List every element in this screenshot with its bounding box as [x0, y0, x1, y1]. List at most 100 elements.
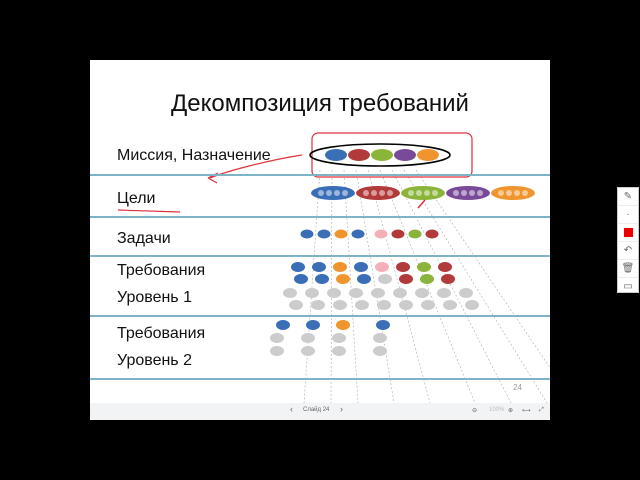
- divider: [90, 174, 550, 176]
- goal-subitem: [477, 190, 483, 196]
- req1-item: [294, 274, 308, 284]
- req2-item: [301, 333, 315, 343]
- connector-line: [303, 169, 321, 403]
- label-req1: Требования: [117, 262, 206, 279]
- slide-title: Декомпозиция требований: [171, 90, 469, 117]
- label-goals: Цели: [117, 190, 156, 207]
- annotation-underline: [117, 209, 181, 213]
- fit-width-icon[interactable]: ⟷: [522, 408, 531, 414]
- req2-item: [332, 346, 346, 356]
- connector-line: [379, 169, 476, 403]
- req1-item: [315, 274, 329, 284]
- task-item: [299, 228, 315, 240]
- next-slide-button[interactable]: ›: [340, 404, 343, 414]
- req2-item: [270, 333, 284, 343]
- label-mission: Миссия, Назначение: [117, 147, 271, 164]
- goal-subitem: [453, 190, 459, 196]
- annotation-toolbar: ✎ · ↶ 🗑 ▭: [617, 187, 639, 293]
- req1-item: [312, 262, 326, 272]
- zoom-out-icon[interactable]: ⊖: [472, 408, 478, 414]
- req1-item: [393, 288, 407, 298]
- zoom-in-icon[interactable]: ⊕: [508, 408, 514, 414]
- pen-icon[interactable]: ✎: [618, 188, 638, 206]
- req2-item: [373, 346, 387, 356]
- req2-item: [276, 320, 290, 330]
- divider: [90, 378, 550, 380]
- req1-item: [420, 274, 434, 284]
- task-item: [316, 228, 332, 240]
- mission-item: [371, 149, 393, 161]
- task-item: [373, 228, 389, 240]
- req2-item: [270, 346, 284, 356]
- connector-line: [330, 169, 333, 403]
- req1-item: [349, 288, 363, 298]
- req1-item: [305, 288, 319, 298]
- connector-line: [343, 169, 359, 403]
- req1-item: [333, 300, 347, 310]
- goal-subitem: [371, 190, 377, 196]
- label-level2: Уровень 2: [117, 352, 192, 369]
- whiteboard-icon[interactable]: ▭: [623, 281, 633, 292]
- goal-subitem: [363, 190, 369, 196]
- mission-item: [348, 149, 370, 161]
- mission-item: [417, 149, 439, 161]
- goal-subitem: [408, 190, 414, 196]
- prev-slide-button[interactable]: ‹: [290, 404, 293, 414]
- undo-icon[interactable]: ↶: [618, 242, 638, 260]
- goal-item: [401, 186, 445, 200]
- req1-item: [336, 274, 350, 284]
- goal-subitem: [514, 190, 520, 196]
- req1-item: [354, 262, 368, 272]
- goal-subitem: [342, 190, 348, 196]
- req1-item: [415, 288, 429, 298]
- viewer-toolbar: ‹ Слайд 24 › ⊖ 100% ⊕ ⟷ ⤢: [90, 403, 550, 420]
- task-item: [407, 228, 423, 240]
- task-item: [424, 228, 440, 240]
- trash-icon[interactable]: 🗑: [618, 260, 638, 278]
- connector-line: [367, 169, 431, 403]
- req1-item: [421, 300, 435, 310]
- color-icon[interactable]: [618, 224, 638, 242]
- goal-subitem: [387, 190, 393, 196]
- req1-item: [357, 274, 371, 284]
- goal-item: [446, 186, 490, 200]
- fullscreen-icon[interactable]: ⤢: [539, 407, 544, 413]
- req1-item: [355, 300, 369, 310]
- req1-item: [459, 288, 473, 298]
- req1-item: [283, 288, 297, 298]
- req1-item: [438, 262, 452, 272]
- connector-line: [403, 169, 548, 403]
- goal-item: [356, 186, 400, 200]
- req2-item: [336, 320, 350, 330]
- req1-item: [291, 262, 305, 272]
- req2-item: [376, 320, 390, 330]
- connector-line: [415, 169, 550, 369]
- goal-subitem: [326, 190, 332, 196]
- annotation-stroke: [417, 199, 426, 209]
- req2-item: [373, 333, 387, 343]
- mission-ellipse: [309, 143, 451, 167]
- goal-subitem: [334, 190, 340, 196]
- page-number: 24: [513, 383, 522, 392]
- connector-line: [391, 169, 512, 403]
- goal-subitem: [461, 190, 467, 196]
- goal-subitem: [424, 190, 430, 196]
- mission-item: [325, 149, 347, 161]
- label-tasks: Задачи: [117, 230, 171, 247]
- req1-item: [441, 274, 455, 284]
- req1-item: [396, 262, 410, 272]
- decomposition-diagram: [117, 132, 550, 403]
- req1-item: [289, 300, 303, 310]
- divider: [90, 216, 550, 218]
- divider: [90, 255, 550, 257]
- req1-item: [377, 300, 391, 310]
- slide: Декомпозиция требований Миссия, Назначен…: [90, 60, 550, 403]
- goal-subitem: [416, 190, 422, 196]
- goal-subitem: [469, 190, 475, 196]
- slide-selector[interactable]: Слайд 24: [303, 407, 330, 413]
- dot-icon[interactable]: ·: [618, 206, 638, 224]
- req1-item: [443, 300, 457, 310]
- goal-subitem: [432, 190, 438, 196]
- mission-item: [394, 149, 416, 161]
- req1-item: [378, 274, 392, 284]
